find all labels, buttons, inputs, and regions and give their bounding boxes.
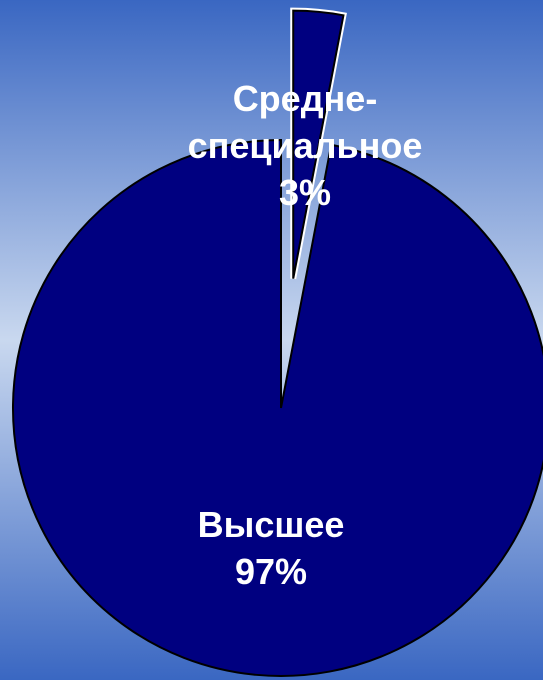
pie-labels: Средне- специальное 3% Высшее 97% <box>188 78 423 592</box>
slice-label-secondary-percent: 3% <box>279 172 331 213</box>
pie-slices <box>11 7 543 677</box>
slice-higher <box>11 138 543 677</box>
slice-label-higher-line-1: Высшее <box>198 504 345 545</box>
slice-label-secondary-line-2: специальное <box>188 125 423 166</box>
slice-label-higher-percent: 97% <box>235 551 307 592</box>
slice-label-secondary-line-1: Средне- <box>233 78 378 119</box>
slice-secondary-special <box>292 9 345 279</box>
